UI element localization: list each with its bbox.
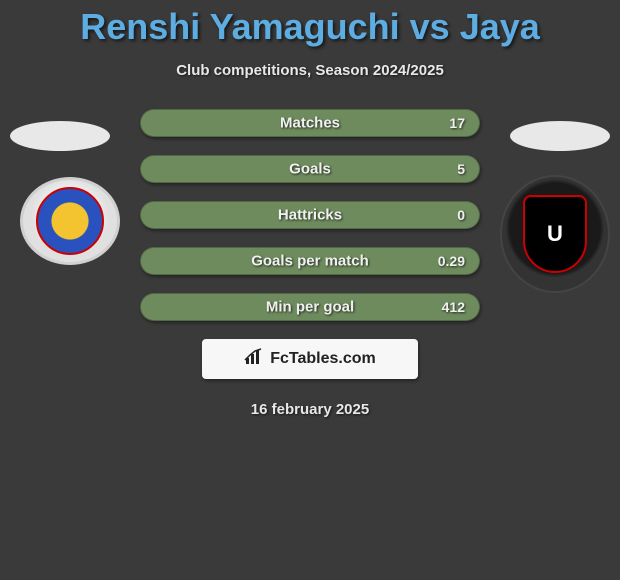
bali-united-shield: U (523, 195, 587, 273)
stat-value: 0.29 (438, 253, 465, 269)
right-player-oval (510, 121, 610, 151)
subtitle: Club competitions, Season 2024/2025 (0, 62, 620, 79)
stat-bar: Goals 5 (140, 155, 480, 183)
stat-bar: Goals per match 0.29 (140, 247, 480, 275)
stat-value: 5 (457, 161, 465, 177)
right-team-crest: U (500, 175, 610, 293)
stat-label: Matches (280, 115, 340, 132)
stat-bar: Hattricks 0 (140, 201, 480, 229)
stat-label: Min per goal (266, 299, 354, 316)
stats-bars: Matches 17 Goals 5 Hattricks 0 Goals per… (140, 109, 480, 321)
stat-label: Goals per match (251, 253, 369, 270)
stat-value: 412 (442, 299, 465, 315)
stat-bar: Matches 17 (140, 109, 480, 137)
arema-badge (36, 187, 104, 255)
stat-label: Goals (289, 161, 331, 178)
chart-icon (244, 348, 264, 371)
page-title: Renshi Yamaguchi vs Jaya (0, 0, 620, 48)
match-date: 16 february 2025 (0, 401, 620, 418)
brand-badge: FcTables.com (202, 339, 418, 379)
left-player-oval (10, 121, 110, 151)
left-team-crest (20, 177, 120, 265)
comparison-panel: U Matches 17 Goals 5 Hattricks 0 Goals p… (0, 109, 620, 418)
stat-label: Hattricks (278, 207, 342, 224)
stat-bar: Min per goal 412 (140, 293, 480, 321)
stat-value: 17 (449, 115, 465, 131)
brand-text: FcTables.com (270, 350, 376, 368)
stat-value: 0 (457, 207, 465, 223)
